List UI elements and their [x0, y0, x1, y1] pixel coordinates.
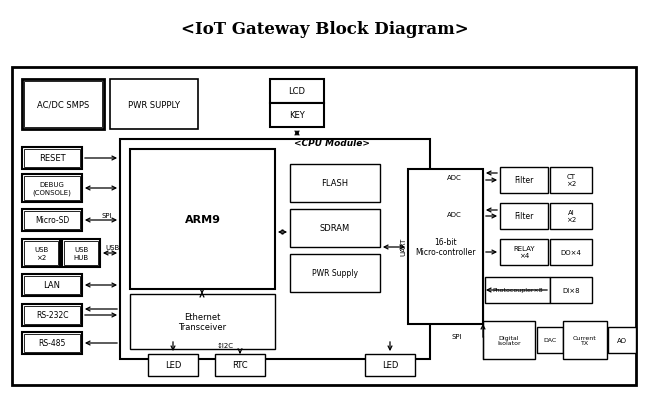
Bar	[22, 239, 60, 267]
Text: LED: LED	[165, 360, 181, 370]
Text: CT
×2: CT ×2	[566, 174, 576, 187]
Text: RELAY
×4: RELAY ×4	[513, 246, 535, 259]
Bar	[215, 354, 265, 376]
Text: LAN: LAN	[43, 281, 60, 290]
Bar	[22, 304, 82, 326]
Bar	[12, 68, 636, 385]
Bar	[24, 334, 80, 352]
Bar	[113, 83, 201, 133]
Text: PWR SUPPLY: PWR SUPPLY	[128, 100, 180, 109]
Bar	[24, 82, 102, 128]
Bar	[290, 254, 380, 292]
Text: DAC: DAC	[543, 338, 557, 342]
Text: LED: LED	[382, 360, 398, 370]
Text: DEBUG
(CONSOLE): DEBUG (CONSOLE)	[32, 182, 71, 195]
Bar	[408, 170, 483, 324]
Bar	[365, 354, 415, 376]
Bar	[120, 140, 430, 359]
Bar	[24, 306, 80, 324]
Text: Micro-SD: Micro-SD	[35, 216, 69, 225]
Bar	[483, 321, 535, 359]
Bar	[22, 174, 82, 203]
Bar	[500, 239, 548, 265]
Bar	[24, 176, 80, 200]
Bar	[537, 327, 563, 353]
Bar	[550, 203, 592, 229]
Bar	[22, 209, 82, 231]
Bar	[485, 277, 550, 303]
Text: <CPU Module>: <CPU Module>	[294, 139, 370, 148]
Text: RS-485: RS-485	[38, 339, 66, 348]
Bar	[270, 104, 324, 128]
Bar	[550, 277, 592, 303]
Bar	[22, 332, 82, 354]
Text: AI
×2: AI ×2	[566, 210, 576, 223]
Text: RS-232C: RS-232C	[36, 311, 68, 320]
Bar	[550, 239, 592, 265]
Text: ADC: ADC	[447, 174, 462, 180]
Text: Filter: Filter	[514, 176, 533, 185]
Text: AC/DC SMPS: AC/DC SMPS	[37, 100, 89, 109]
Bar	[550, 168, 592, 194]
Text: USB: USB	[105, 244, 119, 250]
Text: ↕I2C: ↕I2C	[217, 342, 234, 348]
Bar	[563, 321, 607, 359]
Text: DO×4: DO×4	[561, 249, 582, 255]
Text: DI×8: DI×8	[562, 287, 580, 293]
Text: UART: UART	[400, 237, 406, 255]
Bar	[22, 148, 82, 170]
Text: RESET: RESET	[39, 154, 66, 163]
Text: SPI: SPI	[452, 333, 462, 339]
Text: 16-bit
Micro-controller: 16-bit Micro-controller	[415, 237, 476, 257]
Bar	[62, 239, 100, 267]
Text: PWR Supply: PWR Supply	[312, 269, 358, 278]
Bar	[270, 80, 324, 104]
Bar	[500, 168, 548, 194]
Text: Digital
Isolator: Digital Isolator	[497, 335, 520, 346]
Bar	[130, 294, 275, 349]
Bar	[500, 203, 548, 229]
Bar	[608, 327, 636, 353]
Text: SDRAM: SDRAM	[320, 224, 350, 233]
Bar	[24, 276, 80, 294]
Bar	[110, 80, 198, 130]
Text: Current
TX: Current TX	[573, 335, 597, 346]
Text: KEY: KEY	[289, 111, 305, 120]
Text: ADC: ADC	[447, 211, 462, 217]
Bar	[130, 150, 275, 289]
Text: LCD: LCD	[289, 87, 306, 96]
Bar	[24, 211, 80, 229]
Bar	[22, 274, 82, 296]
Text: Filter: Filter	[514, 212, 533, 221]
Bar	[290, 209, 380, 247]
Text: USB
×2: USB ×2	[34, 247, 48, 260]
Bar	[24, 241, 58, 265]
Text: SPI: SPI	[102, 213, 112, 219]
Text: Ethernet
Transceiver: Ethernet Transceiver	[178, 312, 227, 331]
Text: FLASH: FLASH	[321, 179, 349, 188]
Bar	[290, 164, 380, 203]
Bar	[24, 150, 80, 168]
Text: USB
HUB: USB HUB	[73, 247, 88, 260]
Bar	[64, 241, 98, 265]
Bar	[22, 80, 104, 130]
Text: ARM9: ARM9	[184, 215, 221, 225]
Text: <IoT Gateway Block Diagram>: <IoT Gateway Block Diagram>	[180, 21, 469, 38]
Bar	[25, 83, 107, 133]
Text: Photocoupler×8: Photocoupler×8	[492, 288, 543, 293]
Text: RTC: RTC	[232, 360, 248, 370]
Text: AO: AO	[617, 337, 627, 343]
Bar	[148, 354, 198, 376]
